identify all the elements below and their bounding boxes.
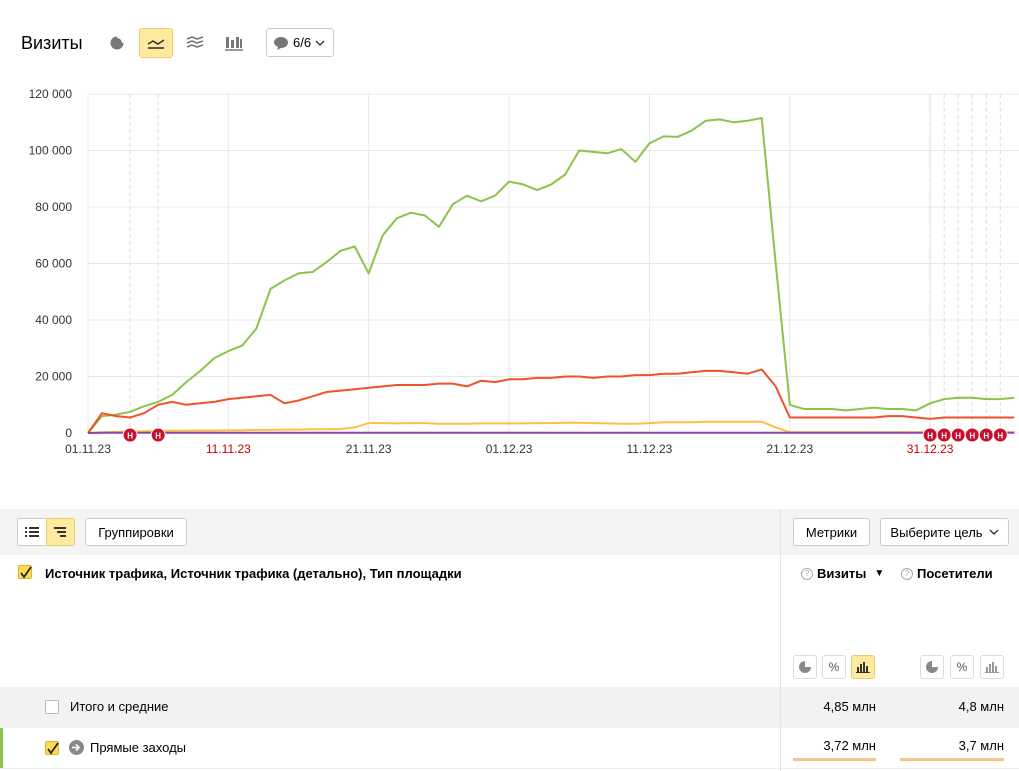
line-chart-button[interactable]	[139, 28, 173, 58]
visitors-bar-button[interactable]	[980, 655, 1004, 679]
visitors-value: 3,7 млн	[958, 738, 1004, 753]
help-icon[interactable]: ?	[901, 567, 913, 580]
chevron-down-icon	[989, 529, 999, 535]
holiday-marker	[992, 427, 1008, 443]
stacked-bar-icon	[225, 37, 243, 51]
visits-pie-button[interactable]	[793, 655, 817, 679]
visits-percent-button[interactable]: %	[822, 655, 846, 679]
holiday-marker-label: Н	[983, 432, 989, 441]
row-label: Прямые заходы	[90, 740, 187, 755]
visits-column-header[interactable]: ? Визиты ▼	[801, 566, 884, 581]
holiday-marker-label: Н	[955, 432, 961, 441]
y-tick-label: 40 000	[35, 313, 72, 327]
y-tick-label: 60 000	[35, 257, 72, 271]
dimension-checkbox[interactable]	[18, 565, 32, 579]
comment-icon	[274, 36, 288, 50]
visitors-pie-button[interactable]	[920, 655, 944, 679]
percent-icon: %	[828, 660, 840, 674]
visits-bar	[793, 758, 876, 761]
sort-desc-icon: ▼	[874, 568, 885, 579]
groupings-button[interactable]: Группировки	[85, 518, 187, 546]
holiday-marker-label: Н	[927, 432, 933, 441]
holiday-marker-label: Н	[941, 432, 947, 441]
visits-value: 4,85 млн	[823, 699, 876, 714]
pie-chart-icon	[926, 661, 938, 673]
visitors-value: 4,8 млн	[958, 699, 1004, 714]
series-line	[87, 420, 1015, 434]
page-title: Визиты	[21, 33, 83, 53]
pie-chart-button[interactable]	[100, 28, 134, 58]
x-tick-label: 31.12.23	[907, 442, 954, 456]
line-chart: 120 000 100 000 80 000 60 000 40 000 20 000 0 0…	[29, 87, 1019, 456]
notes-button[interactable]: 6/6	[266, 28, 334, 57]
holiday-marker-label: Н	[997, 432, 1003, 441]
help-icon[interactable]: ?	[801, 567, 813, 580]
holiday-marker	[150, 427, 166, 443]
checkmark-icon	[20, 566, 32, 579]
column-divider	[780, 687, 781, 727]
series-line	[87, 117, 1015, 434]
bar-chart-icon	[856, 662, 870, 673]
x-tick-label: 01.12.23	[486, 442, 533, 456]
visits-bar-button[interactable]	[851, 655, 875, 679]
row-checkbox[interactable]	[45, 741, 59, 755]
area-chart-button[interactable]	[178, 28, 212, 58]
holiday-marker-label: Н	[969, 432, 975, 441]
notes-count: 6/6	[293, 35, 312, 50]
y-tick-label: 20 000	[35, 370, 72, 384]
x-tick-label: 01.11.23	[65, 442, 111, 456]
y-tick-label: 100 000	[29, 144, 73, 158]
metrics-button[interactable]: Метрики	[793, 518, 870, 546]
series-line	[87, 368, 1015, 434]
row-label: Итого и средние	[70, 699, 169, 714]
column-divider	[780, 727, 781, 771]
percent-icon: %	[956, 660, 968, 674]
x-tick-label: 21.12.23	[766, 442, 813, 456]
visitors-bar	[900, 758, 1004, 761]
table-row[interactable]: Прямые заходы 3,72 млн 3,7 млн	[0, 727, 1019, 769]
tree-view-button[interactable]	[46, 518, 75, 546]
holiday-marker-label: Н	[127, 432, 133, 441]
series-color-bar	[0, 728, 3, 768]
goal-select-label: Выберите цель	[890, 524, 983, 540]
holiday-marker	[122, 427, 138, 443]
chart-toolbar: Визиты 6/6	[0, 0, 1019, 80]
y-tick-label: 120 000	[29, 87, 73, 101]
bar-chart-icon	[985, 662, 999, 673]
bar-chart-button[interactable]	[217, 28, 251, 58]
tree-icon	[53, 527, 66, 537]
visitors-percent-button[interactable]: %	[950, 655, 974, 679]
visits-value: 3,72 млн	[823, 738, 876, 753]
dimension-title: Источник трафика, Источник трафика (дета…	[45, 566, 462, 581]
checkmark-icon	[47, 742, 59, 755]
area-chart-icon	[186, 36, 204, 48]
x-tick-label: 11.11.23	[206, 442, 251, 456]
visitors-column-header[interactable]: ? Посетители	[901, 566, 993, 581]
report-table: Группировки Метрики Выберите цель Источн…	[0, 509, 1019, 771]
visits-chart: 120 000 100 000 80 000 60 000 40 000 20 000 0 0…	[0, 80, 1019, 470]
table-row-total: Итого и средние 4,85 млн 4,8 млн	[0, 687, 1019, 727]
x-tick-label: 21.11.23	[346, 442, 392, 456]
visitors-header-label: Посетители	[917, 566, 993, 581]
pie-chart-icon	[110, 36, 124, 50]
y-tick-label: 80 000	[35, 200, 72, 214]
y-tick-label: 0	[65, 426, 72, 440]
visits-header-label: Визиты	[817, 566, 867, 581]
column-divider	[780, 509, 781, 771]
x-tick-label: 11.12.23	[627, 442, 673, 456]
line-chart-icon	[147, 39, 165, 49]
goal-select[interactable]: Выберите цель	[880, 518, 1009, 546]
row-checkbox[interactable]	[45, 700, 59, 714]
list-icon	[25, 527, 39, 537]
pie-chart-icon	[799, 661, 811, 673]
chevron-down-icon	[315, 40, 325, 46]
list-view-button[interactable]	[17, 518, 47, 546]
direct-traffic-icon	[69, 740, 84, 755]
holiday-marker-label: Н	[155, 432, 161, 441]
